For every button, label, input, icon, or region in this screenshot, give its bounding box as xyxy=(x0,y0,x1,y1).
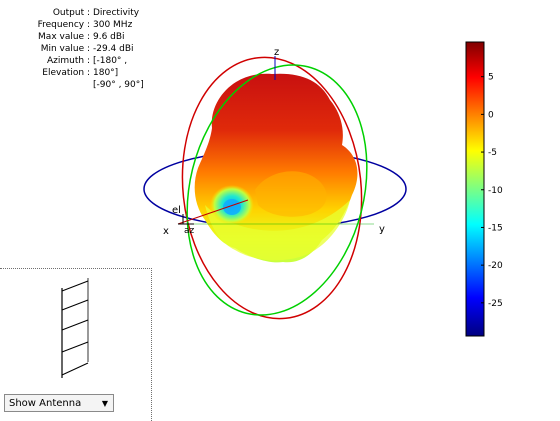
info-value: 300 MHz xyxy=(93,20,133,30)
info-row-frequency: Frequency : 300 MHz xyxy=(6,19,144,31)
colorbar-tick-label: -15 xyxy=(488,223,503,233)
colorbar-tick-label: -5 xyxy=(488,148,497,158)
info-label: Elevation : xyxy=(42,68,90,78)
info-value: Directivity xyxy=(93,8,140,18)
info-row-elevation: Elevation : 180°] xyxy=(6,67,144,79)
show-antenna-dropdown[interactable]: Show Antenna ▼ xyxy=(4,394,114,412)
az-label: az xyxy=(184,226,195,236)
directivity-pattern-surface xyxy=(194,73,358,263)
colorbar-tick-label: 0 xyxy=(488,110,494,120)
z-axis-label: z xyxy=(274,47,279,58)
chevron-down-icon[interactable]: ▼ xyxy=(101,398,109,408)
x-axis-label: x xyxy=(163,226,169,237)
info-label: Frequency : xyxy=(37,20,90,30)
info-value: -29.4 dBi xyxy=(93,44,134,54)
info-value: [-180° , xyxy=(93,56,128,66)
info-label: Output : xyxy=(52,8,90,18)
info-elevation-range: [-90° , 90°] xyxy=(93,80,144,90)
info-label: Min value : xyxy=(40,44,90,54)
info-row-min: Min value : -29.4 dBi xyxy=(6,43,144,55)
info-row-azimuth: Azimuth : [-180° , xyxy=(6,55,144,67)
info-label: Azimuth : xyxy=(47,56,90,66)
dropdown-selected-label: Show Antenna xyxy=(9,397,82,409)
colorbar-tick-label: 5 xyxy=(488,73,494,83)
info-value: 180°] xyxy=(93,68,119,78)
el-label: el xyxy=(172,205,181,216)
elevation-ring-red xyxy=(181,56,363,320)
info-row-max: Max value : 9.6 dBi xyxy=(6,31,144,43)
info-panel: Output : Directivity Frequency : 300 MHz… xyxy=(6,7,144,91)
info-label: Max value : xyxy=(38,32,90,42)
antenna-inset-panel xyxy=(0,268,152,421)
antenna-thumbnail xyxy=(61,278,89,378)
colorbar-tick-label: -25 xyxy=(488,299,503,309)
colorbar-ticks: 5 0 -5 -10 -15 -20 -25 xyxy=(481,73,503,309)
info-value: 9.6 dBi xyxy=(93,32,125,42)
colorbar xyxy=(465,41,485,337)
coordinate-axes xyxy=(177,56,374,225)
elevation-ring-green xyxy=(186,64,368,316)
colorbar-tick-label: -10 xyxy=(488,186,503,196)
info-row-output: Output : Directivity xyxy=(6,7,144,19)
y-axis-label: y xyxy=(379,224,385,235)
colorbar-tick-label: -20 xyxy=(488,261,503,271)
